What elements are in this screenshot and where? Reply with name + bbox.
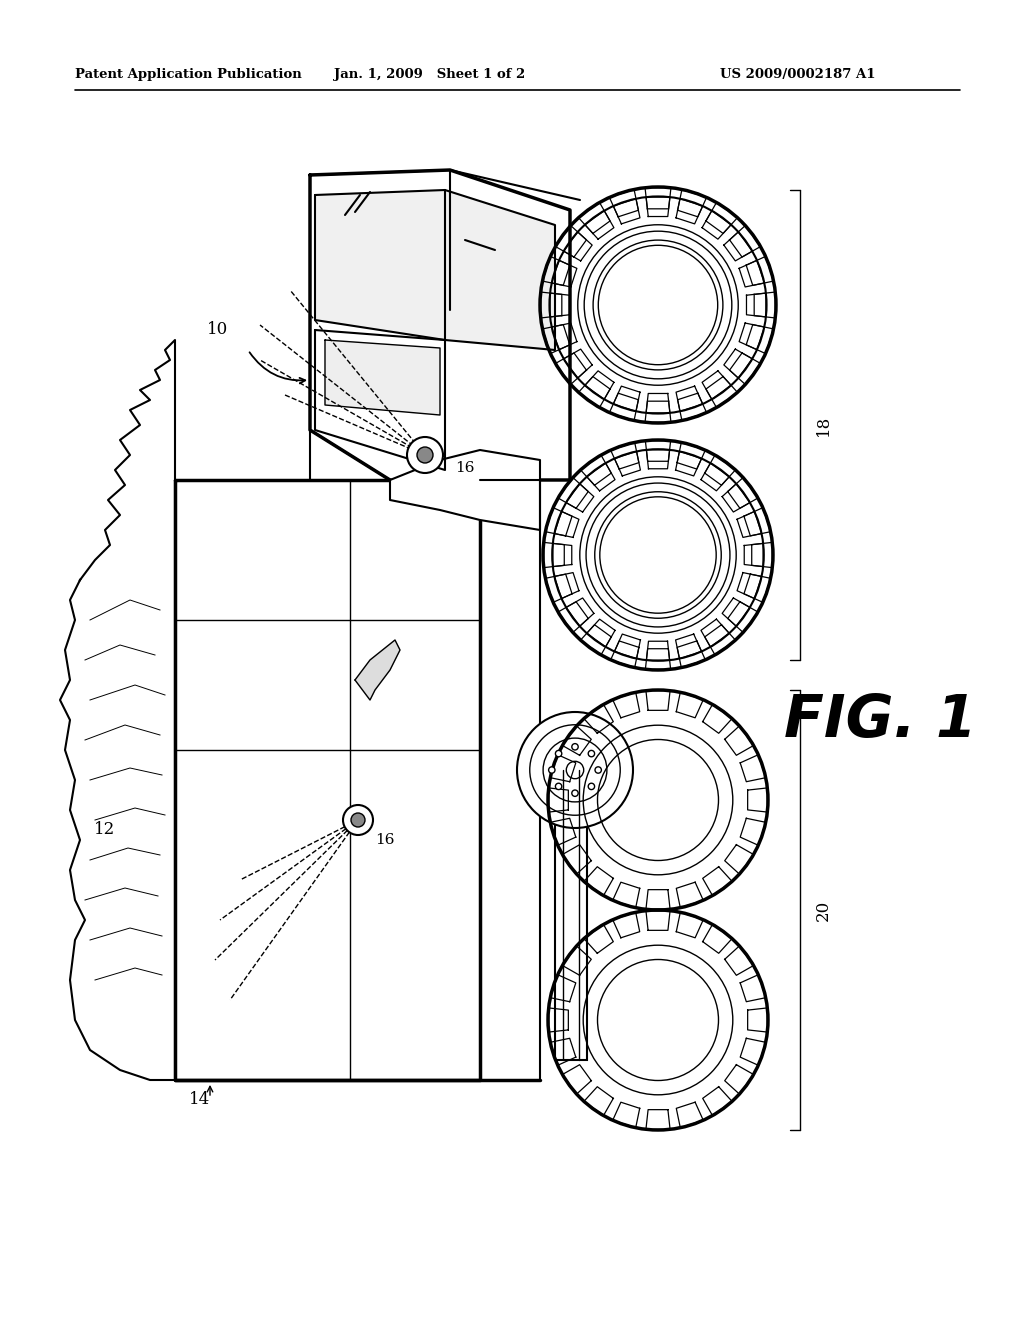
Circle shape	[552, 449, 764, 661]
Circle shape	[549, 767, 555, 774]
Circle shape	[555, 783, 562, 789]
Circle shape	[540, 187, 776, 422]
Circle shape	[595, 767, 601, 774]
FancyBboxPatch shape	[555, 770, 587, 1060]
Circle shape	[571, 789, 579, 796]
Text: 18: 18	[815, 414, 831, 436]
Circle shape	[588, 783, 595, 789]
Circle shape	[351, 813, 365, 828]
Text: 16: 16	[375, 833, 394, 847]
Text: 28: 28	[548, 735, 562, 755]
Circle shape	[555, 750, 562, 756]
Text: 16: 16	[455, 461, 474, 475]
Text: 12: 12	[94, 821, 116, 838]
Polygon shape	[315, 330, 445, 470]
Circle shape	[588, 750, 595, 756]
Text: Jan. 1, 2009   Sheet 1 of 2: Jan. 1, 2009 Sheet 1 of 2	[335, 69, 525, 81]
Polygon shape	[315, 190, 555, 350]
Circle shape	[548, 909, 768, 1130]
Circle shape	[550, 197, 767, 413]
Polygon shape	[175, 480, 480, 1080]
Text: 20: 20	[815, 899, 831, 920]
Text: US 2009/0002187 A1: US 2009/0002187 A1	[720, 69, 876, 81]
Text: FIG. 1: FIG. 1	[783, 692, 976, 748]
Circle shape	[407, 437, 443, 473]
Text: 10: 10	[208, 322, 228, 338]
Text: 14: 14	[189, 1092, 211, 1109]
Circle shape	[343, 805, 373, 836]
Text: Patent Application Publication: Patent Application Publication	[75, 69, 302, 81]
Polygon shape	[310, 170, 570, 480]
Polygon shape	[390, 450, 540, 531]
Circle shape	[517, 711, 633, 828]
Polygon shape	[325, 341, 440, 414]
Circle shape	[571, 743, 579, 750]
Polygon shape	[60, 341, 175, 1080]
Circle shape	[543, 440, 773, 671]
Polygon shape	[355, 640, 400, 700]
Circle shape	[548, 690, 768, 909]
Circle shape	[417, 447, 433, 463]
